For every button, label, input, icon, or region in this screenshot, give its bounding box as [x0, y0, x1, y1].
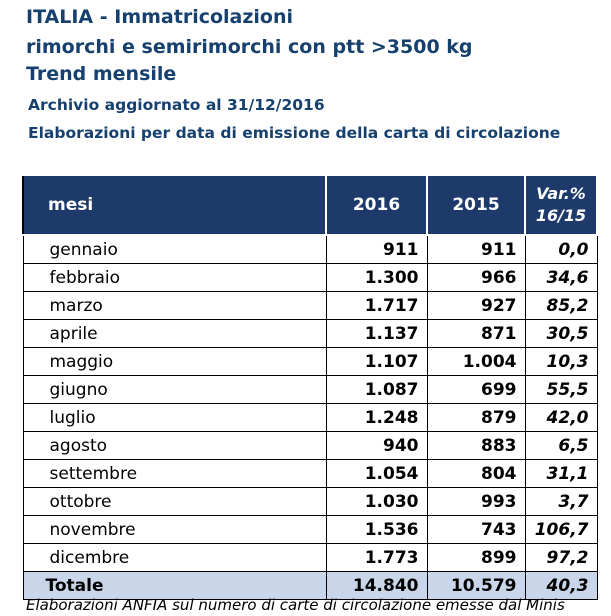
table-row: giugno 1.087 699 55,5	[22, 375, 598, 404]
cell-2016: 1.536	[325, 515, 428, 544]
cell-2015: 899	[426, 543, 526, 572]
header-var-line2: 16/15	[535, 206, 587, 225]
cell-month: ottobre	[22, 487, 327, 516]
header-var-line1: Var.%	[536, 184, 586, 203]
table-row: febbraio 1.300 966 34,6	[22, 263, 598, 292]
footnote: Elaborazioni ANFIA sul numero di carte d…	[26, 596, 565, 614]
table-row: novembre 1.536 743 106,7	[22, 515, 598, 544]
cell-var: 31,1	[524, 459, 598, 488]
cell-2016: 1.030	[325, 487, 428, 516]
table-row: aprile 1.137 871 30,5	[22, 319, 598, 348]
cell-2016: 1.773	[325, 543, 428, 572]
cell-month: settembre	[22, 459, 327, 488]
cell-2015: 879	[426, 403, 526, 432]
cell-2015: 993	[426, 487, 526, 516]
cell-var: 85,2	[524, 291, 598, 320]
header-month: mesi	[22, 174, 327, 236]
cell-month: aprile	[22, 319, 327, 348]
total-row: Totale 14.840 10.579 40,3	[22, 571, 598, 600]
total-label: Totale	[22, 571, 327, 600]
cell-var: 34,6	[524, 263, 598, 292]
cell-var: 6,5	[524, 431, 598, 460]
elaboration-note: Elaborazioni per data di emissione della…	[28, 124, 561, 142]
table-row: dicembre 1.773 899 97,2	[22, 543, 598, 572]
cell-var: 42,0	[524, 403, 598, 432]
cell-var: 30,5	[524, 319, 598, 348]
cell-2016: 1.137	[325, 319, 428, 348]
cell-var: 10,3	[524, 347, 598, 376]
table-row: gennaio 911 911 0,0	[22, 234, 598, 264]
cell-2016: 1.248	[325, 403, 428, 432]
cell-2015: 871	[426, 319, 526, 348]
cell-month: novembre	[22, 515, 327, 544]
total-var: 40,3	[524, 571, 598, 600]
cell-2015: 927	[426, 291, 526, 320]
header-2015: 2015	[426, 174, 526, 236]
total-2015: 10.579	[426, 571, 526, 600]
table-row: marzo 1.717 927 85,2	[22, 291, 598, 320]
cell-month: gennaio	[22, 234, 327, 264]
cell-2016: 940	[325, 431, 428, 460]
cell-2015: 743	[426, 515, 526, 544]
cell-2015: 1.004	[426, 347, 526, 376]
table-row: settembre 1.054 804 31,1	[22, 459, 598, 488]
cell-var: 0,0	[524, 234, 598, 264]
cell-var: 97,2	[524, 543, 598, 572]
page-subtitle-trend: Trend mensile	[26, 63, 177, 85]
page-subtitle: rimorchi e semirimorchi con ptt >3500 kg	[26, 36, 473, 58]
table-row: ottobre 1.030 993 3,7	[22, 487, 598, 516]
cell-2016: 1.717	[325, 291, 428, 320]
table-row: maggio 1.107 1.004 10,3	[22, 347, 598, 376]
cell-2015: 911	[426, 234, 526, 264]
cell-month: febbraio	[22, 263, 327, 292]
registrations-table: mesi 2016 2015 Var.% 16/15 gennaio 911 9…	[22, 174, 598, 600]
cell-2015: 699	[426, 375, 526, 404]
cell-var: 55,5	[524, 375, 598, 404]
table-header-row: mesi 2016 2015 Var.% 16/15	[22, 174, 598, 236]
cell-2016: 1.087	[325, 375, 428, 404]
cell-var: 3,7	[524, 487, 598, 516]
archive-note: Archivio aggiornato al 31/12/2016	[28, 96, 325, 114]
cell-2016: 1.054	[325, 459, 428, 488]
header-var: Var.% 16/15	[524, 174, 598, 236]
cell-var: 106,7	[524, 515, 598, 544]
cell-2016: 1.300	[325, 263, 428, 292]
cell-2015: 883	[426, 431, 526, 460]
cell-2015: 804	[426, 459, 526, 488]
cell-2015: 966	[426, 263, 526, 292]
cell-month: dicembre	[22, 543, 327, 572]
cell-2016: 911	[325, 234, 428, 264]
table-row: agosto 940 883 6,5	[22, 431, 598, 460]
header-2016: 2016	[325, 174, 428, 236]
cell-month: agosto	[22, 431, 327, 460]
cell-month: giugno	[22, 375, 327, 404]
table-row: luglio 1.248 879 42,0	[22, 403, 598, 432]
cell-month: luglio	[22, 403, 327, 432]
cell-month: marzo	[22, 291, 327, 320]
cell-month: maggio	[22, 347, 327, 376]
cell-2016: 1.107	[325, 347, 428, 376]
page-title: ITALIA - Immatricolazioni	[26, 6, 294, 28]
